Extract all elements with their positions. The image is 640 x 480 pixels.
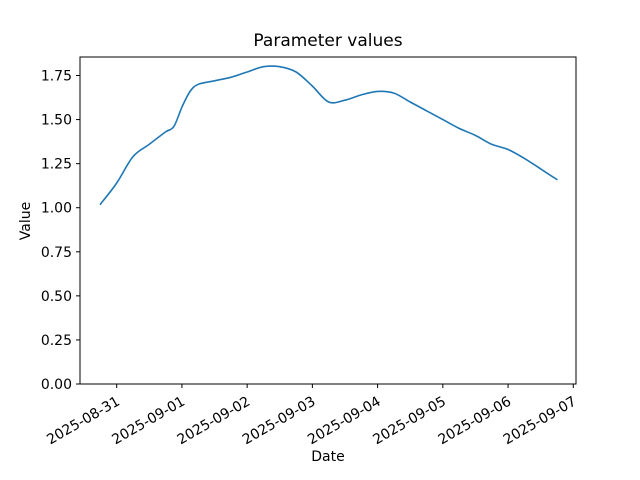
chart-title: Parameter values — [253, 31, 403, 51]
x-tick-label: 2025-09-01 — [109, 394, 187, 449]
y-tick-label: 0.50 — [41, 289, 72, 305]
y-tick-label: 0.00 — [41, 377, 72, 393]
x-tick-label: 2025-08-31 — [44, 394, 122, 449]
x-axis-label: Date — [311, 449, 345, 465]
y-tick-label: 1.00 — [41, 201, 72, 217]
x-tick-label: 2025-09-04 — [305, 394, 384, 449]
data-line — [99, 65, 558, 205]
y-tick-label: 0.25 — [41, 333, 72, 349]
plot-border — [79, 56, 577, 385]
x-tick-label: 2025-09-03 — [240, 394, 318, 449]
x-tick-label: 2025-09-07 — [501, 394, 579, 449]
y-tick-label: 0.75 — [41, 245, 72, 261]
y-axis-label: Value — [18, 201, 34, 241]
x-tick-label: 2025-09-05 — [370, 394, 448, 449]
y-tick-label: 1.25 — [41, 157, 72, 173]
y-tick-label: 1.75 — [41, 69, 72, 85]
y-tick-label: 1.50 — [41, 113, 72, 129]
x-tick-label: 2025-09-06 — [436, 394, 515, 449]
x-tick-label: 2025-09-02 — [175, 394, 253, 449]
